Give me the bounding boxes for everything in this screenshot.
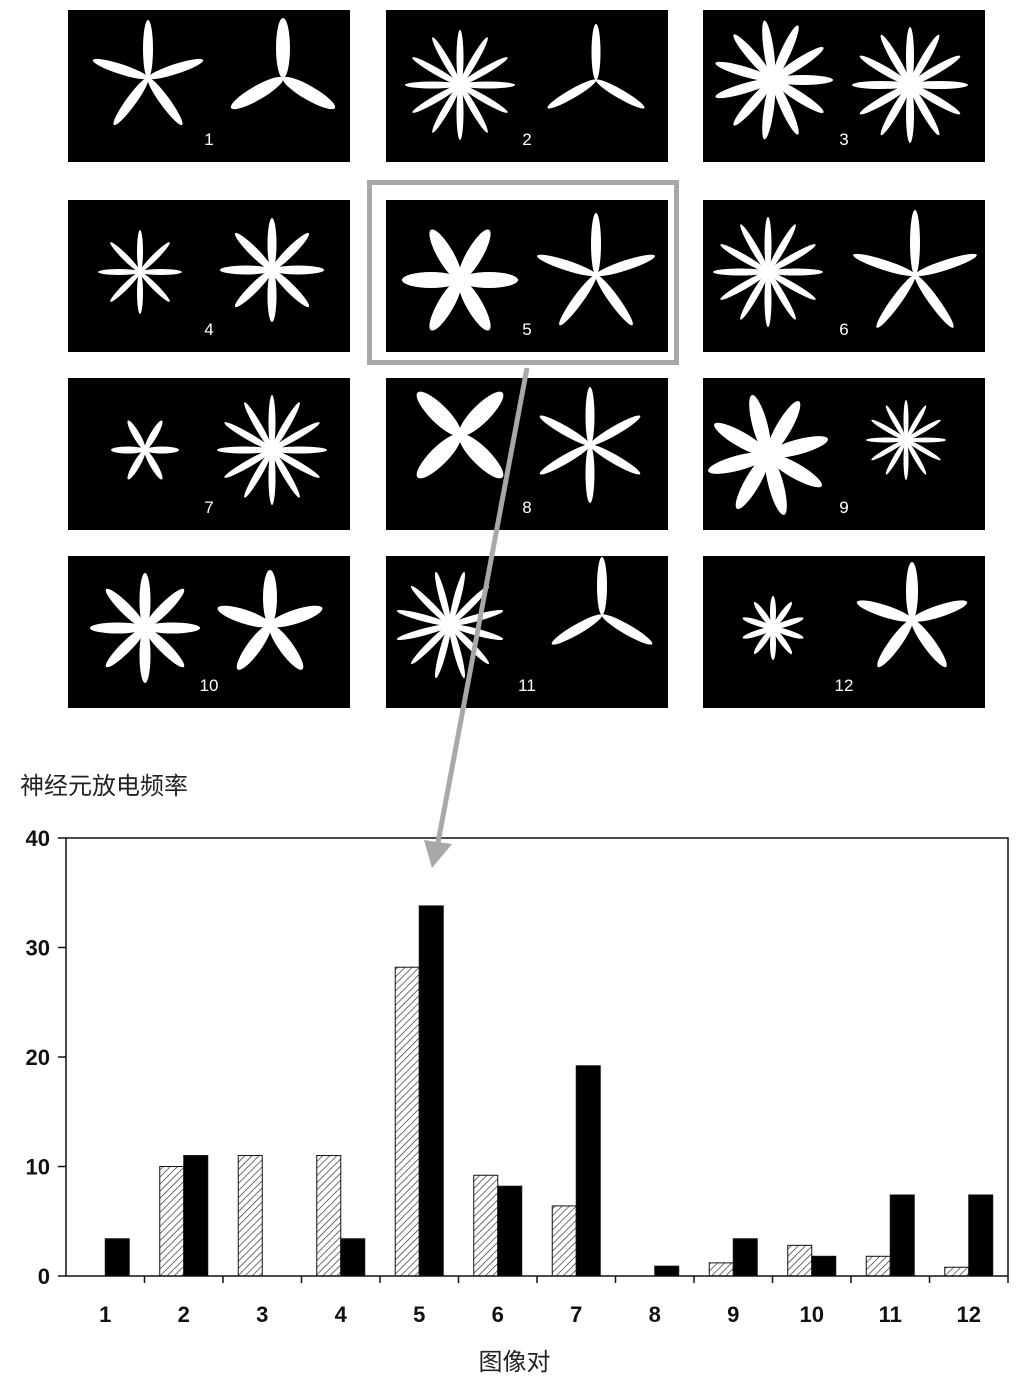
leaf-rosette-image	[92, 18, 336, 126]
panel-number-label: 5	[522, 320, 532, 339]
solid-bar-5	[418, 905, 444, 1277]
hatched-bar-10	[787, 1244, 813, 1277]
panel-number-label: 2	[522, 130, 532, 149]
hatched-bar-6	[473, 1174, 499, 1277]
hatched-bar-5	[394, 966, 420, 1277]
solid-bar-7	[575, 1065, 601, 1277]
solid-bar-9	[732, 1238, 758, 1277]
leaf-rosette-image	[416, 387, 641, 503]
image-panel-1: 1	[68, 10, 350, 162]
leaf-rosette-image	[402, 213, 656, 331]
solid-bar-6	[497, 1185, 523, 1277]
image-panel-12: 12	[703, 556, 985, 708]
leaf-rosette-image	[396, 557, 653, 679]
image-panel-4: 4	[68, 200, 350, 352]
panel-number-label: 12	[834, 676, 854, 695]
x-axis-label: 图像对	[478, 1348, 551, 1376]
x-tick-label: 12	[957, 1302, 981, 1327]
image-panel-6: 6	[703, 200, 985, 352]
solid-bar-1	[104, 1238, 130, 1277]
leaf-rosette-image	[90, 570, 323, 683]
y-tick-label: 40	[26, 826, 50, 851]
solid-bar-4	[340, 1238, 366, 1277]
solid-bar-12	[968, 1194, 994, 1277]
leaf-rosette-image	[405, 24, 645, 140]
leaf-rosette-image	[742, 562, 968, 668]
image-panel-5: 5	[386, 200, 668, 352]
hatched-bar-3	[237, 1155, 263, 1277]
x-tick-label: 6	[492, 1302, 504, 1327]
image-panel-3: 3	[703, 10, 985, 162]
image-panel-8: 8	[386, 378, 668, 530]
image-panel-11: 11	[386, 556, 668, 708]
callout-arrow	[434, 367, 530, 849]
solid-bar-8	[654, 1265, 680, 1277]
solid-bar-11	[889, 1194, 915, 1277]
hatched-bar-11	[865, 1255, 891, 1277]
hatched-bar-4	[316, 1155, 342, 1277]
panel-number-label: 11	[518, 676, 536, 695]
image-panel-9: 9	[703, 378, 985, 530]
leaf-rosette-image	[708, 395, 946, 515]
image-panel-7: 7	[68, 378, 350, 530]
hatched-bar-2	[159, 1166, 185, 1277]
callout-arrow-head	[424, 840, 452, 868]
leaf-rosette-image	[98, 218, 324, 322]
y-tick-label: 30	[26, 936, 50, 961]
solid-bar-10	[811, 1255, 837, 1277]
image-panel-10: 10	[68, 556, 350, 708]
panel-number-label: 1	[204, 130, 214, 149]
highlight-callout-box	[367, 180, 679, 365]
panel-number-label: 8	[522, 498, 532, 517]
image-panel-2: 2	[386, 10, 668, 162]
leaf-rosette-image	[111, 395, 327, 505]
hatched-bar-9	[708, 1262, 734, 1277]
x-tick-label: 2	[178, 1302, 190, 1327]
y-axis-label: 神经元放电频率	[20, 772, 188, 800]
panel-number-label: 7	[204, 498, 214, 517]
panel-number-label: 6	[839, 320, 849, 339]
panel-number-label: 9	[839, 498, 849, 517]
y-tick-label: 10	[26, 1155, 50, 1180]
solid-bar-2	[183, 1155, 209, 1277]
x-tick-label: 8	[649, 1302, 661, 1327]
x-tick-label: 3	[256, 1302, 268, 1327]
x-tick-label: 1	[99, 1302, 111, 1327]
leaf-rosette-image	[715, 20, 968, 143]
y-tick-label: 0	[38, 1264, 50, 1289]
y-tick-label: 20	[26, 1045, 50, 1070]
panel-number-label: 4	[204, 320, 214, 339]
x-tick-label: 10	[800, 1302, 824, 1327]
hatched-bar-7	[551, 1205, 577, 1277]
panel-number-label: 10	[199, 676, 219, 695]
x-tick-label: 5	[413, 1302, 425, 1327]
panel-number-label: 3	[839, 130, 849, 149]
x-tick-label: 11	[879, 1302, 902, 1327]
leaf-rosette-image	[713, 210, 977, 328]
x-tick-label: 7	[570, 1302, 582, 1327]
hatched-bar-12	[944, 1266, 970, 1277]
x-tick-label: 4	[335, 1302, 348, 1327]
x-tick-label: 9	[727, 1302, 739, 1327]
